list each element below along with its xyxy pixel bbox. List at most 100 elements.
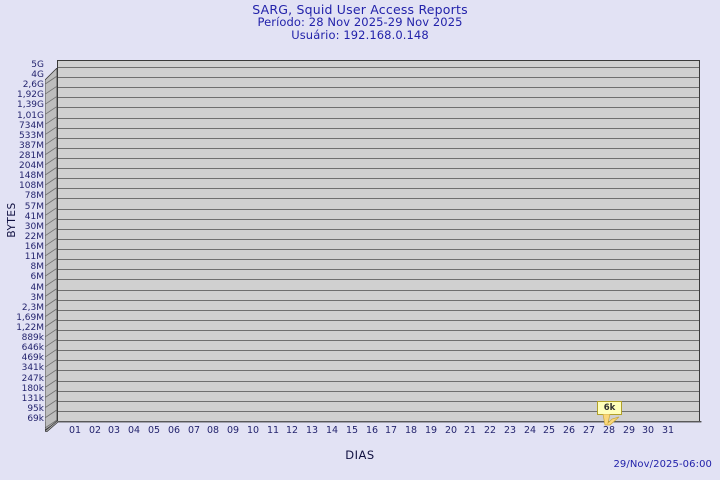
- x-axis-tick-label: 16: [365, 425, 379, 436]
- x-axis-tick-label: 30: [641, 425, 655, 436]
- gridline: [58, 128, 699, 129]
- gridline: [58, 219, 699, 220]
- y-axis-tick-label: 16M: [24, 242, 44, 252]
- y-axis-tick-label: 1,01G: [16, 111, 44, 121]
- generated-timestamp: 29/Nov/2025-06:00: [613, 459, 712, 470]
- y-axis-tick-label: 30M: [24, 222, 44, 232]
- x-axis-tick-label: 22: [483, 425, 497, 436]
- gridline: [58, 259, 699, 260]
- gridline: [58, 87, 699, 88]
- gridline: [58, 330, 699, 331]
- x-axis-tick-label: 24: [523, 425, 537, 436]
- gridline: [58, 148, 699, 149]
- chart-plot-area: [57, 60, 700, 422]
- gridline: [58, 370, 699, 371]
- gridline: [58, 300, 699, 301]
- y-axis-tick-label: 204M: [19, 161, 44, 171]
- gridline: [58, 350, 699, 351]
- y-axis-tick-label: 69k: [27, 414, 44, 424]
- y-axis-tick-label: 6M: [30, 272, 45, 282]
- gridline: [58, 310, 699, 311]
- gridline: [58, 391, 699, 392]
- gridline: [58, 239, 699, 240]
- gridline: [58, 97, 699, 98]
- y-axis-tick-label: 387M: [19, 141, 44, 151]
- gridline: [58, 320, 699, 321]
- x-axis-tick-label: 21: [463, 425, 477, 436]
- gridline: [58, 118, 699, 119]
- y-axis-tick-label: 108M: [19, 181, 44, 191]
- x-axis-tick-label: 19: [424, 425, 438, 436]
- y-axis-tick-label: 646k: [21, 343, 44, 353]
- y-axis-tick-label: 95k: [27, 404, 44, 414]
- y-axis-tick-label: 131k: [21, 394, 44, 404]
- x-axis-tick-label: 09: [226, 425, 240, 436]
- chart-bottom-floor-3d: [45, 421, 702, 433]
- y-axis-tick-label: 22M: [24, 232, 44, 242]
- x-axis-tick-label: 03: [107, 425, 121, 436]
- y-axis-tick-label: 889k: [21, 333, 44, 343]
- x-axis-title: DIAS: [345, 448, 375, 462]
- gridline: [58, 279, 699, 280]
- y-axis-tick-label: 2,3M: [21, 303, 44, 313]
- x-axis-tick-label: 28: [602, 425, 616, 436]
- y-axis-tick-label: 4M: [30, 283, 45, 293]
- x-axis-tick-label: 27: [582, 425, 596, 436]
- x-axis-tick-label: 04: [127, 425, 141, 436]
- x-axis-tick-label: 08: [206, 425, 220, 436]
- y-axis-tick-label: 8M: [30, 262, 45, 272]
- x-axis-tick-label: 05: [147, 425, 161, 436]
- y-axis-tick-label: 4G: [31, 70, 44, 80]
- x-axis-tick-label: 13: [305, 425, 319, 436]
- x-axis-tick-label: 06: [167, 425, 181, 436]
- page-title: SARG, Squid User Access Reports: [252, 2, 468, 17]
- gridline: [58, 360, 699, 361]
- chart-left-wall-3d: [45, 68, 58, 430]
- y-axis-tick-label: 281M: [19, 151, 44, 161]
- x-axis-tick-label: 25: [542, 425, 556, 436]
- x-axis-tick-label: 23: [503, 425, 517, 436]
- gridline: [58, 158, 699, 159]
- y-axis-tick-label: 180k: [21, 384, 44, 394]
- data-point-label-day-28[interactable]: 6k: [597, 401, 622, 415]
- y-axis-tick-label: 3M: [30, 293, 45, 303]
- y-axis-tick-label: 5G: [31, 60, 44, 70]
- y-axis-tick-label: 469k: [21, 353, 44, 363]
- y-axis-tick-label: 1,92G: [16, 90, 44, 100]
- y-axis-tick-label: 148M: [19, 171, 44, 181]
- gridline: [58, 229, 699, 230]
- report-period: Período: 28 Nov 2025-29 Nov 2025: [257, 15, 463, 29]
- data-point-marker-day-28: [599, 414, 621, 426]
- x-axis-tick-label: 20: [444, 425, 458, 436]
- y-axis-tick-label: 78M: [24, 191, 44, 201]
- report-header: SARG, Squid User Access Reports Período:…: [0, 3, 720, 41]
- gridline: [58, 77, 699, 78]
- y-axis-tick-label: 41M: [24, 212, 44, 222]
- gridline: [58, 209, 699, 210]
- gridline: [58, 107, 699, 108]
- y-axis-tick-label: 1,22M: [16, 323, 44, 333]
- report-user: Usuário: 192.168.0.148: [291, 27, 429, 42]
- x-axis-tick-label: 18: [404, 425, 418, 436]
- x-axis-tick-label: 07: [187, 425, 201, 436]
- y-axis-tick-label: 533M: [19, 131, 44, 141]
- y-axis-labels: 5G 4G 2,6G 1,92G 1,39G 1,01G 734M 533M 387M 281M 2…: [0, 0, 44, 480]
- y-axis-tick-label: 57M: [24, 202, 44, 212]
- gridline: [58, 290, 699, 291]
- gridline: [58, 168, 699, 169]
- x-axis-tick-label: 11: [266, 425, 280, 436]
- y-axis-tick-label: 1,69M: [16, 313, 44, 323]
- x-axis-tick-label: 12: [285, 425, 299, 436]
- y-axis-tick-label: 341k: [21, 363, 44, 373]
- x-axis-tick-label: 31: [661, 425, 675, 436]
- y-axis-tick-label: 11M: [24, 252, 44, 262]
- x-axis-tick-label: 10: [246, 425, 260, 436]
- x-axis-tick-label: 14: [325, 425, 339, 436]
- gridline: [58, 67, 699, 68]
- x-axis-tick-label: 01: [68, 425, 82, 436]
- y-axis-tick-label: 1,39G: [16, 100, 44, 110]
- gridline: [58, 411, 699, 412]
- x-axis-tick-label: 26: [562, 425, 576, 436]
- gridline: [58, 381, 699, 382]
